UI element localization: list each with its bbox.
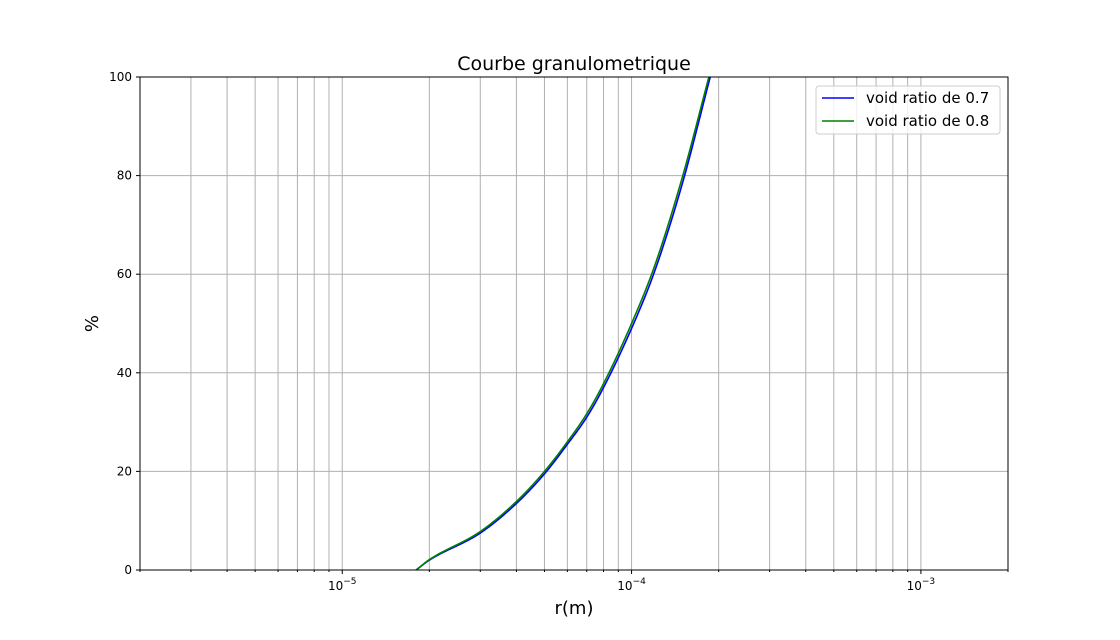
x-tick-label: 10−4 [617, 577, 646, 593]
series-layer [415, 76, 711, 571]
series-line-2 [415, 76, 710, 571]
grid [139, 76, 1009, 571]
plot-frame [139, 76, 1009, 571]
y-axis-label: % [82, 315, 103, 332]
chart-title: Courbe granulometrique [457, 53, 691, 75]
legend-label-1: void ratio de 0.7 [866, 89, 989, 107]
x-tick-label: 10−5 [328, 577, 357, 593]
x-axis-label: r(m) [555, 598, 594, 619]
y-tick-label: 60 [117, 267, 132, 281]
y-tick-label: 100 [109, 70, 132, 84]
x-tick-label: 10−3 [907, 577, 936, 593]
legend-box [815, 85, 1001, 135]
y-tick-label: 0 [124, 563, 132, 577]
series-line-1 [415, 76, 711, 571]
y-tick-label: 40 [117, 366, 132, 380]
y-tick-label: 80 [117, 169, 132, 183]
legend: void ratio de 0.7 void ratio de 0.8 [815, 85, 1001, 135]
legend-label-2: void ratio de 0.8 [866, 112, 989, 130]
ticks: 0 20 40 60 80 100 10−5 10−4 10−3 [109, 70, 1009, 593]
y-tick-label: 20 [117, 464, 132, 478]
